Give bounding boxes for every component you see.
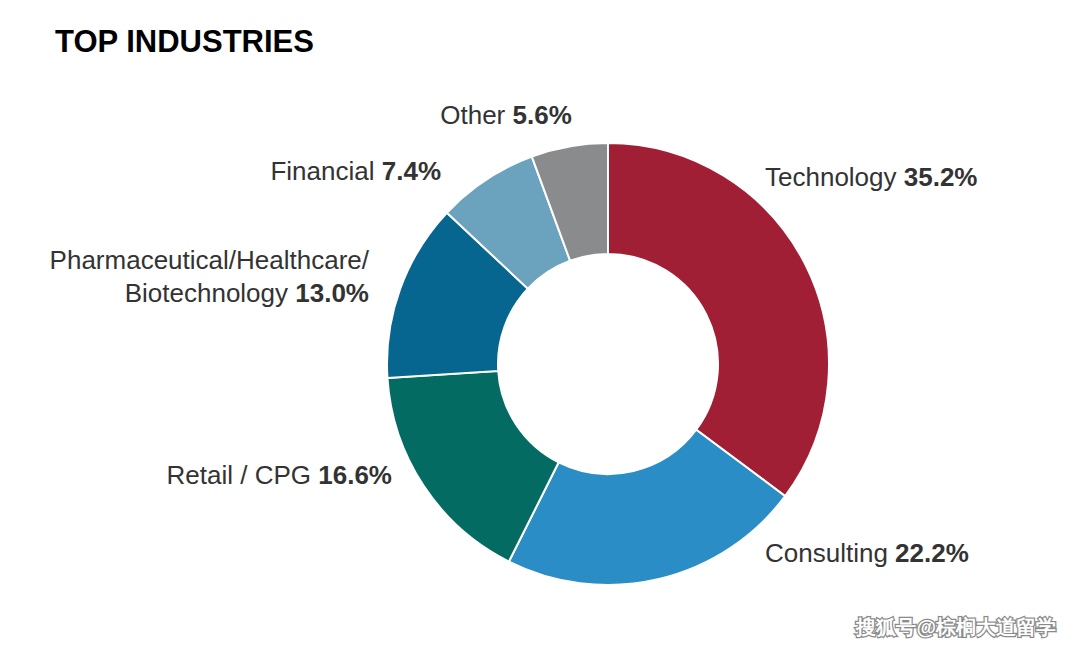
title: TOP INDUSTRIES <box>55 24 314 59</box>
slice-label: Consulting 22.2% <box>765 538 969 568</box>
category-label: Biotechnology <box>125 278 296 308</box>
slice <box>532 143 608 261</box>
slice-label: Retail / CPG 16.6% <box>167 460 392 490</box>
category-label: Pharmaceutical/Healthcare/ <box>50 245 370 275</box>
watermark: 搜狐号@棕榈大道留学 <box>855 616 1056 638</box>
category-label: Financial <box>270 156 381 186</box>
slice <box>608 143 829 496</box>
slice-label: Other 5.6% <box>440 100 572 130</box>
category-label: Retail / CPG <box>167 460 319 490</box>
slice-label: Pharmaceutical/Healthcare/Biotechnology … <box>50 245 370 308</box>
category-label: Technology <box>765 162 904 192</box>
slice-label: Financial 7.4% <box>270 156 441 186</box>
category-label: Consulting <box>765 538 895 568</box>
value-label: 22.2% <box>895 538 969 568</box>
slices <box>387 143 829 585</box>
category-label: Other <box>440 100 512 130</box>
slice-label: Technology 35.2% <box>765 162 978 192</box>
value-label: 5.6% <box>512 100 571 130</box>
slice <box>387 371 558 562</box>
value-label: 7.4% <box>382 156 441 186</box>
value-label: 35.2% <box>904 162 978 192</box>
chart: TOP INDUSTRIES Technology 35.2% Consulting… <box>0 0 1080 648</box>
slice <box>509 430 785 585</box>
value-label: 13.0% <box>295 278 369 308</box>
value-label: 16.6% <box>318 460 392 490</box>
